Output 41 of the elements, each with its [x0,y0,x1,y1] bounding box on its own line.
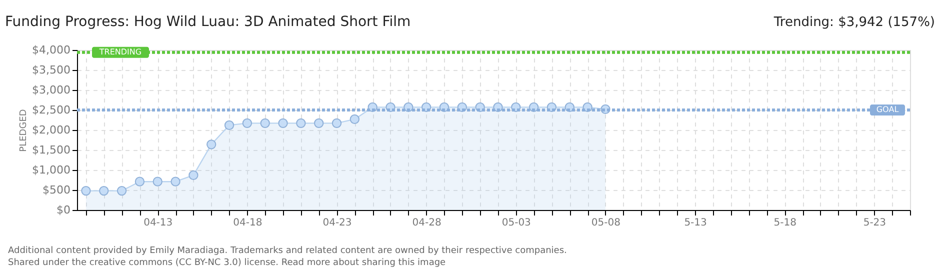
y-tick-label: $1,500 [32,144,70,156]
point [296,118,306,128]
y-tick-label: $1,000 [32,164,70,176]
point [332,118,342,128]
point [81,186,91,196]
point [242,118,252,128]
text: Trending: $3,942 (157%) [772,15,935,30]
y-axis-title: PLEDGED [19,109,30,152]
point [188,170,198,180]
point [152,176,162,186]
x-tick-label: 05-08 [591,218,620,228]
point [278,118,288,128]
point [350,114,360,124]
x-tick-label: 5-13 [684,218,707,228]
point [224,120,234,130]
x-tick-label: 04-13 [144,218,173,228]
text: Additional content provided by Emily Maradiaga. Trademarks and related content are owned by their respective companies. [8,246,567,256]
y-tick-label: $3,500 [32,64,70,76]
y-tick-label: $4,000 [32,44,70,56]
x-tick-label: 05-03 [502,218,531,228]
y-tick-label: $2,500 [32,104,70,116]
point [260,118,270,128]
point [99,186,109,196]
y-tick-label: $2,000 [32,124,70,136]
point [314,118,324,128]
point [134,176,145,186]
x-tick-label: 5-23 [863,218,886,228]
point [116,186,127,196]
y-tick-label: $500 [42,184,70,196]
point [170,176,180,186]
y-tick-label: $3,000 [32,84,70,96]
point [206,140,216,150]
ref-line-label: GOAL [876,105,900,114]
ref-line-label: TRENDING [98,47,142,56]
x-tick-label: 5-18 [774,218,796,228]
text: Shared under the creative commons (CC BY-NC 3.0) license. Read more about sharing this image [8,258,446,268]
x-tick-label: 04-28 [412,218,442,228]
x-tick-label: 04-18 [233,218,262,228]
x-tick-label: 04-23 [322,218,352,228]
chart-title: Funding Progress: Hog Wild Luau: 3D Animated Short Film [5,14,411,30]
y-tick-label: $0 [56,204,70,216]
